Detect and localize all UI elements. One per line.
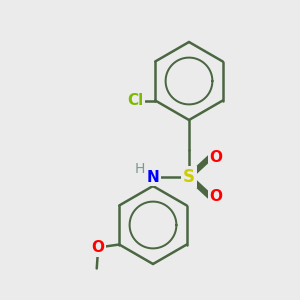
Text: S: S	[183, 168, 195, 186]
Text: O: O	[209, 150, 223, 165]
Text: O: O	[209, 189, 223, 204]
Text: O: O	[92, 240, 105, 255]
Text: N: N	[147, 169, 159, 184]
Text: Cl: Cl	[128, 93, 144, 108]
Text: H: H	[134, 163, 145, 176]
